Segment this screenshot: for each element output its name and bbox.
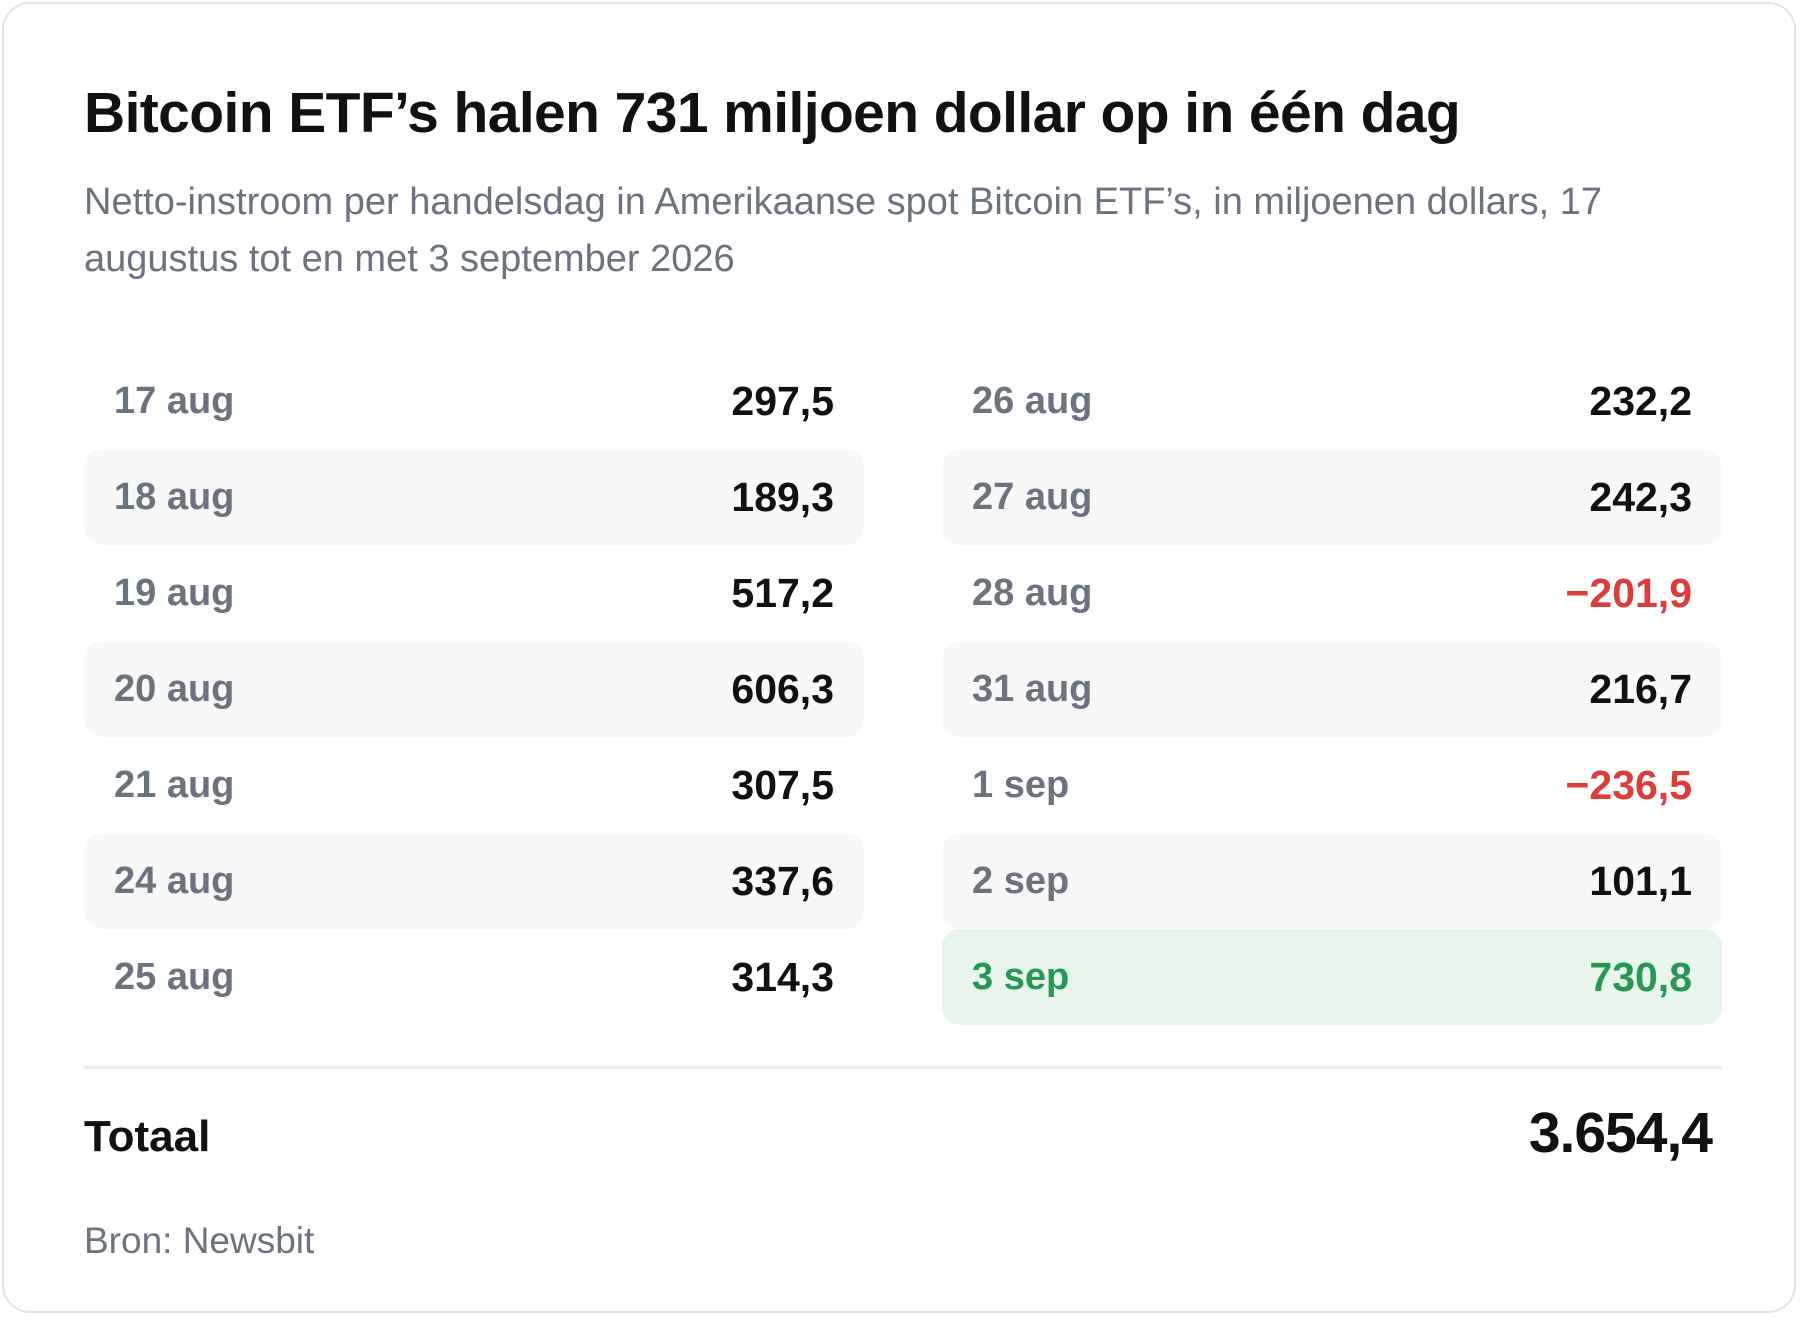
row-date: 3 sep — [972, 955, 1070, 998]
row-date: 27 aug — [972, 475, 1093, 518]
table-row: 20 aug 606,3 — [84, 641, 864, 737]
row-value: 297,5 — [731, 377, 834, 424]
table-row: 24 aug 337,6 — [84, 833, 864, 929]
row-date: 17 aug — [114, 379, 235, 422]
table-row: 2 sep 101,1 — [942, 833, 1722, 929]
row-value: 337,6 — [731, 857, 834, 904]
row-value: 730,8 — [1589, 953, 1692, 1000]
row-value: 606,3 — [731, 665, 834, 712]
row-date: 1 sep — [972, 763, 1070, 806]
source-note: Bron: Newsbit — [84, 1220, 315, 1261]
chart-subtitle: Netto-instroom per handelsdag in Amerika… — [84, 181, 1602, 280]
chart-title: Bitcoin ETF’s halen 731 miljoen dollar o… — [84, 81, 1461, 145]
row-value: 101,1 — [1589, 857, 1692, 904]
table-row: 25 aug 314,3 — [84, 929, 864, 1025]
row-date: 28 aug — [972, 571, 1093, 614]
table-row: 17 aug 297,5 — [84, 353, 864, 449]
row-date: 26 aug — [972, 379, 1093, 422]
row-date: 20 aug — [114, 667, 235, 710]
row-date: 19 aug — [114, 571, 235, 614]
row-value: 232,2 — [1589, 377, 1692, 424]
table-row: 28 aug −201,9 — [942, 545, 1722, 641]
row-value: 517,2 — [731, 569, 834, 616]
row-date: 2 sep — [972, 859, 1070, 902]
total-divider — [84, 1066, 1722, 1069]
table-row: 19 aug 517,2 — [84, 545, 864, 641]
inflow-column-right: 26 aug 232,2 27 aug 242,3 28 aug −201,9 31 aug… — [942, 353, 1722, 1025]
table-row: 18 aug 189,3 — [84, 449, 864, 545]
row-value: −201,9 — [1565, 569, 1692, 616]
row-value: 189,3 — [731, 473, 834, 520]
total-label: Totaal — [84, 1112, 211, 1161]
table-row: 26 aug 232,2 — [942, 353, 1722, 449]
row-value: 314,3 — [731, 953, 834, 1000]
total-value: 3.654,4 — [1528, 1101, 1713, 1165]
row-date: 18 aug — [114, 475, 235, 518]
row-date: 25 aug — [114, 955, 235, 998]
row-date: 21 aug — [114, 763, 235, 806]
table-row: 21 aug 307,5 — [84, 737, 864, 833]
row-value: 216,7 — [1589, 665, 1692, 712]
table-row: 27 aug 242,3 — [942, 449, 1722, 545]
inflow-column-left: 17 aug 297,5 18 aug 189,3 19 aug 517,2 20 aug 6… — [84, 353, 864, 1025]
row-value: 242,3 — [1589, 473, 1692, 520]
row-date: 24 aug — [114, 859, 235, 902]
table-row: 31 aug 216,7 — [942, 641, 1722, 737]
row-value: −236,5 — [1565, 761, 1692, 808]
table-row: 3 sep 730,8 — [942, 929, 1722, 1025]
row-date: 31 aug — [972, 667, 1093, 710]
row-value: 307,5 — [731, 761, 834, 808]
table-row: 1 sep −236,5 — [942, 737, 1722, 833]
